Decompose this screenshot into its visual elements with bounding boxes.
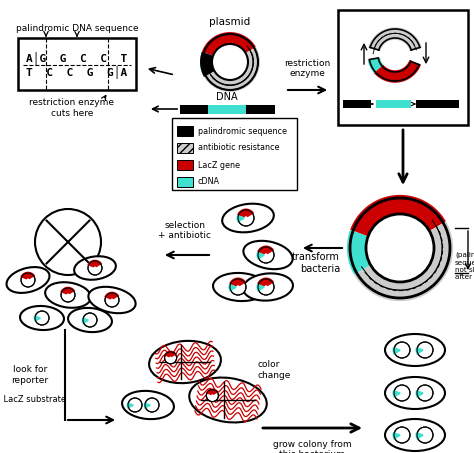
Circle shape bbox=[35, 311, 49, 325]
Text: (palindromic
sequences
not shown
after this step): (palindromic sequences not shown after t… bbox=[455, 252, 474, 280]
Ellipse shape bbox=[122, 391, 174, 419]
Bar bbox=[343, 100, 371, 108]
Bar bbox=[18, 38, 136, 90]
Circle shape bbox=[230, 279, 246, 295]
Circle shape bbox=[366, 214, 434, 282]
Text: palindromic sequence: palindromic sequence bbox=[198, 126, 287, 135]
Ellipse shape bbox=[45, 282, 91, 308]
Bar bbox=[376, 100, 411, 108]
Text: antibiotic resistance: antibiotic resistance bbox=[198, 144, 280, 153]
Ellipse shape bbox=[88, 287, 136, 313]
Ellipse shape bbox=[68, 308, 112, 332]
Text: restriction enzyme
cuts here: restriction enzyme cuts here bbox=[29, 98, 115, 118]
Ellipse shape bbox=[385, 334, 445, 366]
Circle shape bbox=[212, 44, 248, 80]
Circle shape bbox=[258, 279, 274, 295]
Circle shape bbox=[88, 261, 102, 275]
Bar bbox=[177, 160, 193, 170]
Circle shape bbox=[417, 342, 433, 358]
Ellipse shape bbox=[7, 267, 49, 293]
Bar bbox=[172, 118, 297, 190]
Text: plasmid: plasmid bbox=[210, 17, 251, 27]
Circle shape bbox=[394, 342, 410, 358]
Ellipse shape bbox=[20, 306, 64, 330]
Text: DNA: DNA bbox=[216, 92, 238, 102]
Ellipse shape bbox=[213, 273, 267, 301]
Circle shape bbox=[105, 293, 119, 307]
Circle shape bbox=[145, 398, 159, 412]
Text: transform
bacteria: transform bacteria bbox=[292, 252, 340, 274]
Text: LacZ gene: LacZ gene bbox=[198, 160, 240, 169]
Ellipse shape bbox=[189, 377, 267, 423]
Text: cDNA: cDNA bbox=[198, 178, 220, 187]
Ellipse shape bbox=[243, 241, 292, 269]
Circle shape bbox=[394, 427, 410, 443]
Text: color
change: color change bbox=[258, 360, 292, 380]
Circle shape bbox=[83, 313, 97, 327]
Ellipse shape bbox=[74, 256, 116, 280]
Text: selection
+ antibiotic: selection + antibiotic bbox=[158, 221, 211, 240]
Text: look for
reporter: look for reporter bbox=[11, 365, 48, 385]
Circle shape bbox=[202, 34, 258, 90]
Bar bbox=[208, 105, 246, 114]
Circle shape bbox=[394, 385, 410, 401]
Text: grow colony from
this bacterium: grow colony from this bacterium bbox=[273, 440, 351, 453]
Ellipse shape bbox=[222, 204, 274, 232]
Circle shape bbox=[164, 352, 177, 364]
Ellipse shape bbox=[149, 341, 221, 383]
Circle shape bbox=[417, 427, 433, 443]
Bar bbox=[177, 177, 193, 187]
Circle shape bbox=[238, 210, 254, 226]
Circle shape bbox=[35, 209, 101, 275]
Circle shape bbox=[206, 390, 219, 402]
Circle shape bbox=[350, 198, 450, 298]
Bar bbox=[338, 10, 468, 125]
Text: + LacZ substrate: + LacZ substrate bbox=[0, 395, 66, 405]
Bar bbox=[180, 105, 275, 114]
Circle shape bbox=[61, 288, 75, 302]
Text: A│G  G  C  C  T: A│G G C C T bbox=[27, 52, 128, 64]
Circle shape bbox=[128, 398, 142, 412]
Text: T  C  C  G  G│A: T C C G G│A bbox=[27, 66, 128, 78]
Circle shape bbox=[21, 273, 35, 287]
Text: restriction
enzyme: restriction enzyme bbox=[284, 58, 330, 78]
Bar bbox=[177, 143, 193, 153]
Circle shape bbox=[417, 385, 433, 401]
Ellipse shape bbox=[385, 377, 445, 409]
Ellipse shape bbox=[385, 419, 445, 451]
Bar bbox=[416, 100, 459, 108]
Ellipse shape bbox=[243, 273, 293, 301]
Bar bbox=[177, 126, 193, 136]
Text: palindromic DNA sequence: palindromic DNA sequence bbox=[16, 24, 138, 33]
Circle shape bbox=[258, 247, 274, 263]
